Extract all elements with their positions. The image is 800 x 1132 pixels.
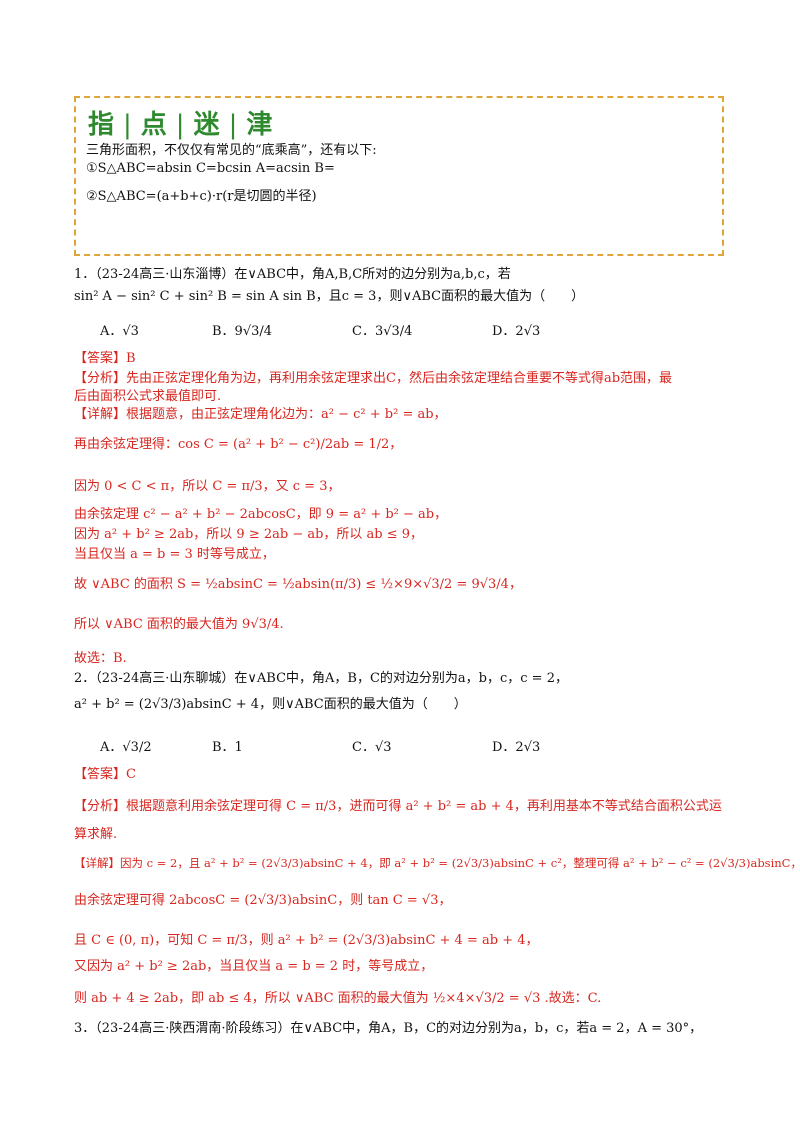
q1-detail-6: 当且仅当 a = b = 3 时等号成立， (74, 547, 275, 562)
q1-option-a: A．√3 (100, 324, 139, 339)
q1-option-b: B．9√3/4 (212, 324, 273, 339)
q1-stem-1: 1．（23-24高三·山东淄博）在∨ABC中，角A,B,C所对的边分别为a,b,… (74, 267, 511, 282)
q1-stem-2: sin² A − sin² C + sin² B = sin A sin B，且… (74, 289, 585, 304)
q3-stem-1: 3．（23-24高三·陕西渭南·阶段练习）在∨ABC中，角A，B，C的对边分别为… (74, 1021, 703, 1036)
tip-title: 指 | 点 | 迷 | 津 (88, 110, 274, 140)
q2-option-b: B．1 (212, 740, 243, 755)
q1-detail-1: 【详解】根据题意，由正弦定理角化边为：a² − c² + b² = ab， (74, 407, 447, 422)
q2-detail-3: 且 C ∈ (0, π)，可知 C = π/3，则 a² + b² = (2√3… (74, 933, 539, 948)
q1-detail-2: 再由余弦定理得：cos C = (a² + b² − c²)/2ab = 1/2… (74, 437, 403, 452)
q1-option-c: C．3√3/4 (352, 324, 413, 339)
q1-detail-4: 由余弦定理 c² − a² + b² − 2abcosC，即 9 = a² + … (74, 507, 448, 522)
q1-analysis-1: 【分析】先由正弦定理化角为边，再利用余弦定理求出C，然后由余弦定理结合重要不等式… (74, 371, 673, 386)
q2-detail-2: 由余弦定理可得 2abcosC = (2√3/3)absinC，则 tan C … (74, 893, 452, 908)
q1-option-d: D．2√3 (492, 324, 541, 339)
tip-line-1: 三角形面积，不仅仅有常见的“底乘高”，还有以下: (86, 143, 377, 158)
q2-option-d: D．2√3 (492, 740, 541, 755)
q1-detail-7: 故 ∨ABC 的面积 S = ½absinC = ½absin(π/3) ≤ ½… (74, 577, 522, 592)
q2-analysis-2: 算求解. (74, 827, 118, 842)
q1-detail-3: 因为 0 < C < π，所以 C = π/3，又 c = 3， (74, 479, 341, 494)
q2-stem-1: 2．（23-24高三·山东聊城）在∨ABC中，角A，B，C的对边分别为a，b，c… (74, 671, 568, 686)
q2-stem-2: a² + b² = (2√3/3)absinC + 4，则∨ABC面积的最大值为… (74, 697, 467, 712)
q1-detail-8: 所以 ∨ABC 面积的最大值为 9√3/4. (74, 617, 284, 632)
q2-detail-4: 又因为 a² + b² ≥ 2ab，当且仅当 a = b = 2 时，等号成立， (74, 959, 434, 974)
tip-line-3: ②S△ABC=(a+b+c)·r(r是切圆的半径) (86, 189, 317, 204)
q1-detail-5: 因为 a² + b² ≥ 2ab，所以 9 ≥ 2ab − ab，所以 ab ≤… (74, 527, 424, 542)
tip-box (74, 96, 724, 256)
q1-answer: 【答案】B (74, 351, 136, 366)
q1-analysis-2: 后由面积公式求最值即可. (74, 389, 222, 404)
q1-choose: 故选：B. (74, 651, 127, 666)
q2-answer: 【答案】C (74, 767, 136, 782)
tip-line-2: ①S△ABC=absin C=bcsin A=acsin B= (86, 161, 335, 176)
q2-option-c: C．√3 (352, 740, 392, 755)
q2-detail-1: 【详解】因为 c = 2，且 a² + b² = (2√3/3)absinC +… (74, 856, 800, 870)
q2-analysis-1: 【分析】根据题意利用余弦定理可得 C = π/3，进而可得 a² + b² = … (74, 799, 722, 814)
q2-option-a: A．√3/2 (100, 740, 152, 755)
q2-detail-5: 则 ab + 4 ≥ 2ab，即 ab ≤ 4，所以 ∨ABC 面积的最大值为 … (74, 991, 602, 1006)
